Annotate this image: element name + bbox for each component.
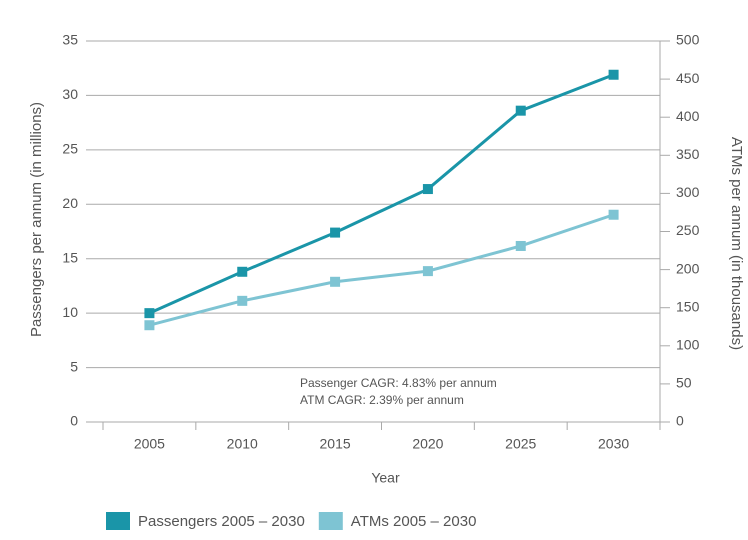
y-tick-label: 35 [62, 32, 78, 48]
y2-axis-label: ATMs per annum (in thousands) [728, 137, 745, 350]
legend-label: Passengers 2005 – 2030 [138, 513, 305, 530]
series-marker [330, 276, 341, 287]
x-axis-label: Year [371, 470, 400, 486]
annotation: ATM CAGR: 2.39% per annum [300, 393, 464, 407]
x-tick-label: 2020 [412, 436, 443, 452]
y-tick-label: 5 [70, 358, 78, 374]
series-marker [515, 240, 526, 251]
legend-swatch [318, 512, 343, 530]
x-tick-label: 2025 [505, 436, 536, 452]
x-tick-label: 2015 [320, 436, 351, 452]
series-marker [515, 105, 526, 116]
y2-tick-label: 500 [676, 32, 700, 48]
series-marker [144, 308, 155, 319]
y2-tick-label: 400 [676, 108, 700, 124]
y2-tick-label: 150 [676, 298, 700, 314]
y2-tick-label: 250 [676, 222, 700, 238]
series-line [149, 213, 615, 327]
legend-swatch [106, 512, 130, 530]
series-marker [237, 266, 248, 277]
y-tick-label: 0 [70, 413, 78, 429]
y-tick-label: 20 [62, 195, 78, 211]
x-tick-label: 2030 [598, 436, 629, 452]
y2-tick-label: 300 [676, 184, 700, 200]
series-marker [422, 266, 433, 277]
y-tick-label: 25 [62, 141, 78, 157]
series-marker [144, 320, 155, 331]
x-tick-label: 2005 [134, 436, 165, 452]
annotation: Passenger CAGR: 4.83% per annum [300, 376, 497, 390]
x-tick-label: 2010 [227, 436, 258, 452]
legend-label: ATMs 2005 – 2030 [351, 513, 477, 530]
series-marker [608, 69, 619, 80]
series-marker [608, 209, 619, 220]
y2-tick-label: 0 [676, 413, 684, 429]
y2-tick-label: 450 [676, 70, 700, 86]
series-line [148, 73, 615, 315]
y-tick-label: 30 [62, 86, 78, 102]
y2-tick-label: 100 [676, 337, 700, 353]
y-tick-label: 10 [62, 304, 78, 320]
y-tick-label: 15 [62, 249, 78, 265]
y-axis-label: Passengers per annum (in millions) [28, 102, 45, 337]
y2-tick-label: 200 [676, 260, 700, 276]
series-marker [422, 184, 433, 195]
series-marker [237, 295, 248, 306]
y2-tick-label: 350 [676, 146, 700, 162]
series-marker [330, 227, 341, 238]
y2-tick-label: 50 [676, 375, 692, 391]
